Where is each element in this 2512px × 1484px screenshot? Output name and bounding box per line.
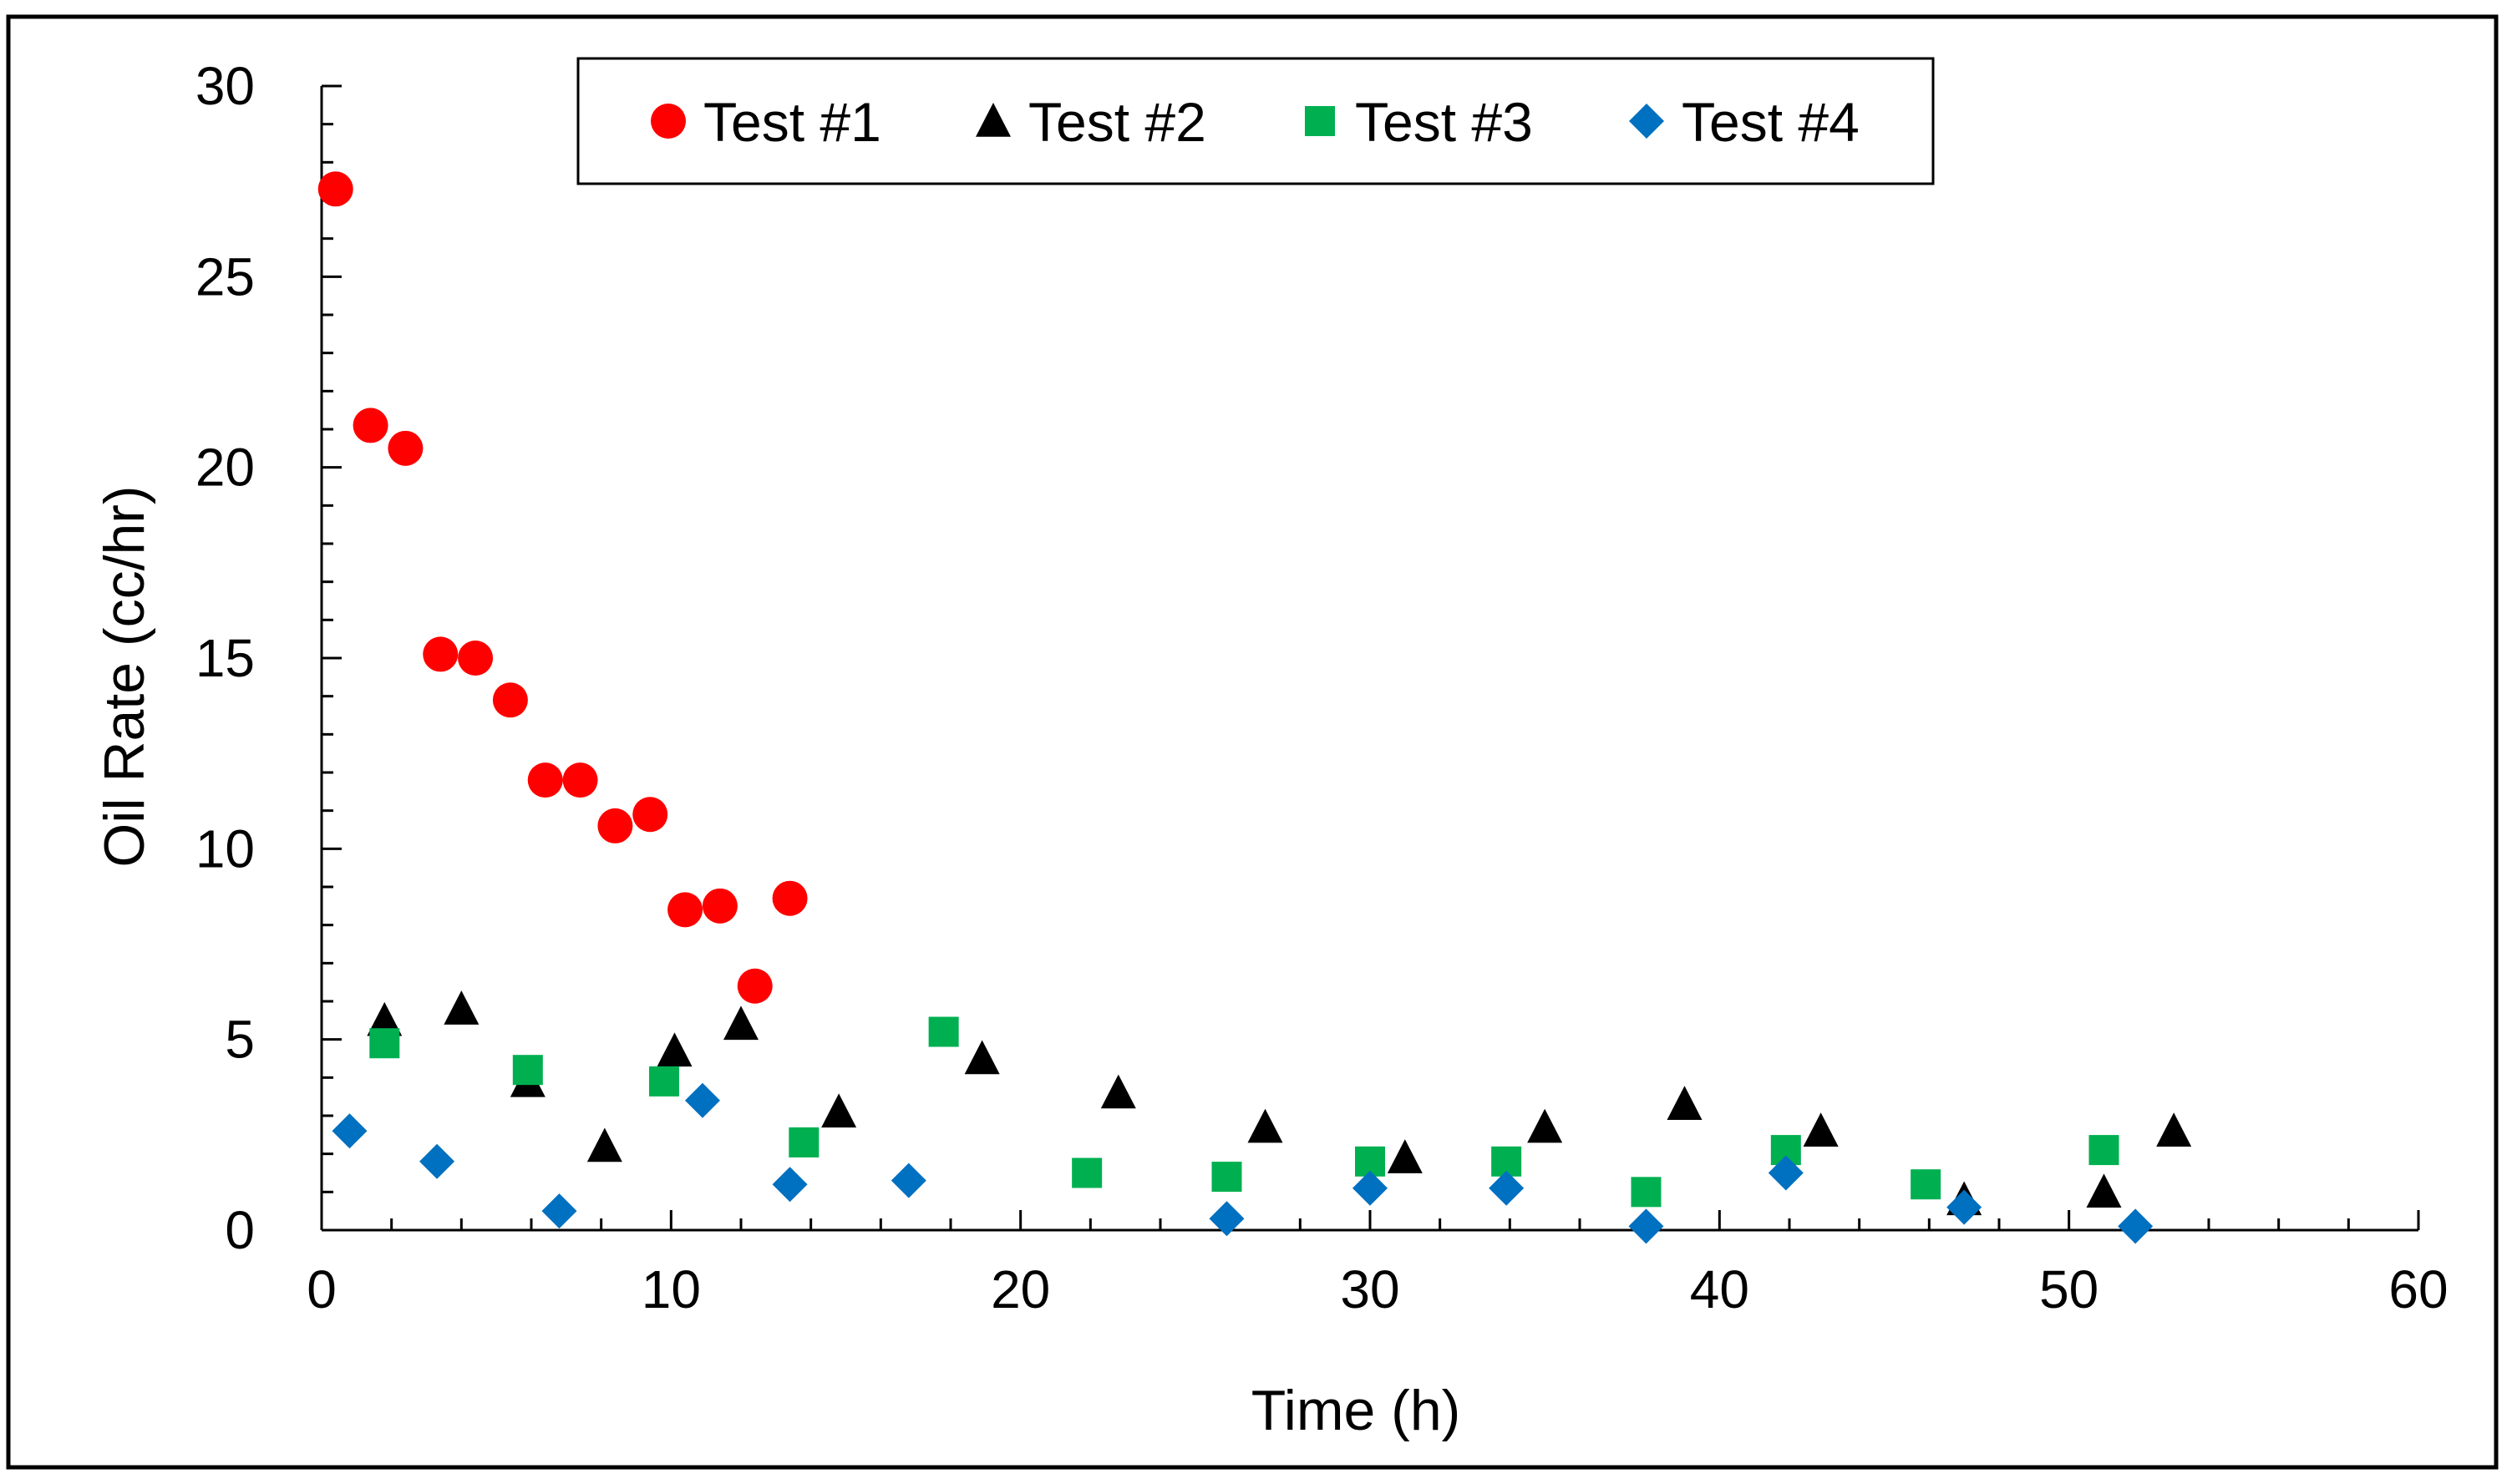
- data-point: [1072, 1157, 1103, 1188]
- data-point: [512, 1055, 543, 1086]
- data-point: [1352, 1170, 1388, 1206]
- legend-box: [576, 57, 1935, 185]
- data-point: [1631, 1177, 1662, 1208]
- data-point: [1211, 1162, 1242, 1193]
- y-tick-label: 25: [195, 246, 255, 306]
- data-point: [821, 1093, 857, 1128]
- data-point: [684, 1082, 720, 1118]
- data-point: [2088, 1135, 2119, 1166]
- data-point: [2086, 1173, 2122, 1208]
- legend: Test #1 Test #2 Test #3 Test #4: [576, 57, 1935, 185]
- data-point: [444, 990, 480, 1025]
- data-point: [353, 408, 388, 443]
- data-point: [632, 797, 668, 833]
- data-point: [891, 1162, 926, 1198]
- axes: 0 5 10 15 20 25 30 0 10 20 30 40 50 60: [195, 56, 2449, 1319]
- data-point: [332, 1113, 368, 1149]
- data-point: [1489, 1170, 1525, 1206]
- y-tick-label: 20: [195, 438, 255, 498]
- y-tick-label: 30: [195, 56, 255, 116]
- data-point: [928, 1016, 959, 1047]
- x-tick-label: 30: [1340, 1259, 1399, 1319]
- data-point: [2118, 1208, 2154, 1244]
- data-markers: [317, 171, 2192, 1244]
- y-tick-label: 15: [195, 628, 255, 688]
- y-axis-label: Oil Rate (cc/hr): [93, 485, 156, 867]
- series-test-1: [317, 171, 808, 1004]
- data-point: [789, 1127, 820, 1157]
- data-point: [1667, 1086, 1703, 1120]
- data-point: [562, 762, 598, 798]
- x-tick-label: 10: [642, 1259, 701, 1319]
- data-point: [369, 1028, 400, 1059]
- data-point: [1628, 1208, 1664, 1244]
- data-point: [458, 641, 494, 676]
- data-point: [2156, 1112, 2192, 1147]
- x-tick-label: 40: [1690, 1259, 1749, 1319]
- y-tick-label: 10: [195, 818, 255, 879]
- legend-label: Test #1: [703, 91, 881, 153]
- data-point: [1247, 1108, 1283, 1143]
- data-point: [419, 1143, 455, 1179]
- data-point: [667, 892, 703, 928]
- legend-marker: [1305, 106, 1335, 136]
- data-point: [1100, 1074, 1136, 1109]
- data-point: [541, 1193, 577, 1229]
- data-point: [723, 1005, 759, 1041]
- data-point: [586, 1127, 622, 1162]
- data-point: [1527, 1108, 1563, 1143]
- legend-label: Test #2: [1028, 91, 1206, 153]
- x-tick-label: 50: [2039, 1259, 2098, 1319]
- data-point: [388, 430, 424, 466]
- chart-border: [6, 14, 2499, 1470]
- x-tick-label: 60: [2388, 1259, 2448, 1319]
- x-axis-label: Time (h): [1251, 1379, 1461, 1442]
- data-point: [423, 636, 459, 672]
- legend-marker: [651, 104, 686, 139]
- data-point: [648, 1066, 679, 1097]
- data-point: [527, 762, 563, 798]
- data-point: [737, 968, 773, 1004]
- data-point: [657, 1032, 693, 1067]
- y-tick-label: 5: [225, 1010, 255, 1070]
- data-point: [317, 171, 353, 207]
- legend-label: Test #3: [1355, 91, 1533, 153]
- data-point: [964, 1040, 1000, 1075]
- data-point: [492, 682, 528, 718]
- data-point: [1946, 1189, 1982, 1225]
- data-point: [1209, 1201, 1245, 1237]
- y-tick-label: 0: [225, 1200, 255, 1260]
- data-point: [772, 880, 808, 916]
- legend-label: Test #4: [1682, 91, 1860, 153]
- legend-marker: [976, 103, 1011, 137]
- data-point: [367, 1001, 403, 1036]
- data-point: [1803, 1112, 1839, 1147]
- data-point: [702, 888, 738, 924]
- x-tick-label: 0: [307, 1259, 337, 1319]
- data-point: [597, 808, 633, 843]
- series-test-4: [332, 1082, 2154, 1244]
- data-point: [1387, 1139, 1423, 1173]
- x-tick-label: 20: [991, 1259, 1050, 1319]
- data-point: [772, 1167, 808, 1203]
- data-point: [1911, 1169, 1941, 1200]
- legend-marker: [1629, 104, 1664, 139]
- data-point: [1768, 1155, 1804, 1191]
